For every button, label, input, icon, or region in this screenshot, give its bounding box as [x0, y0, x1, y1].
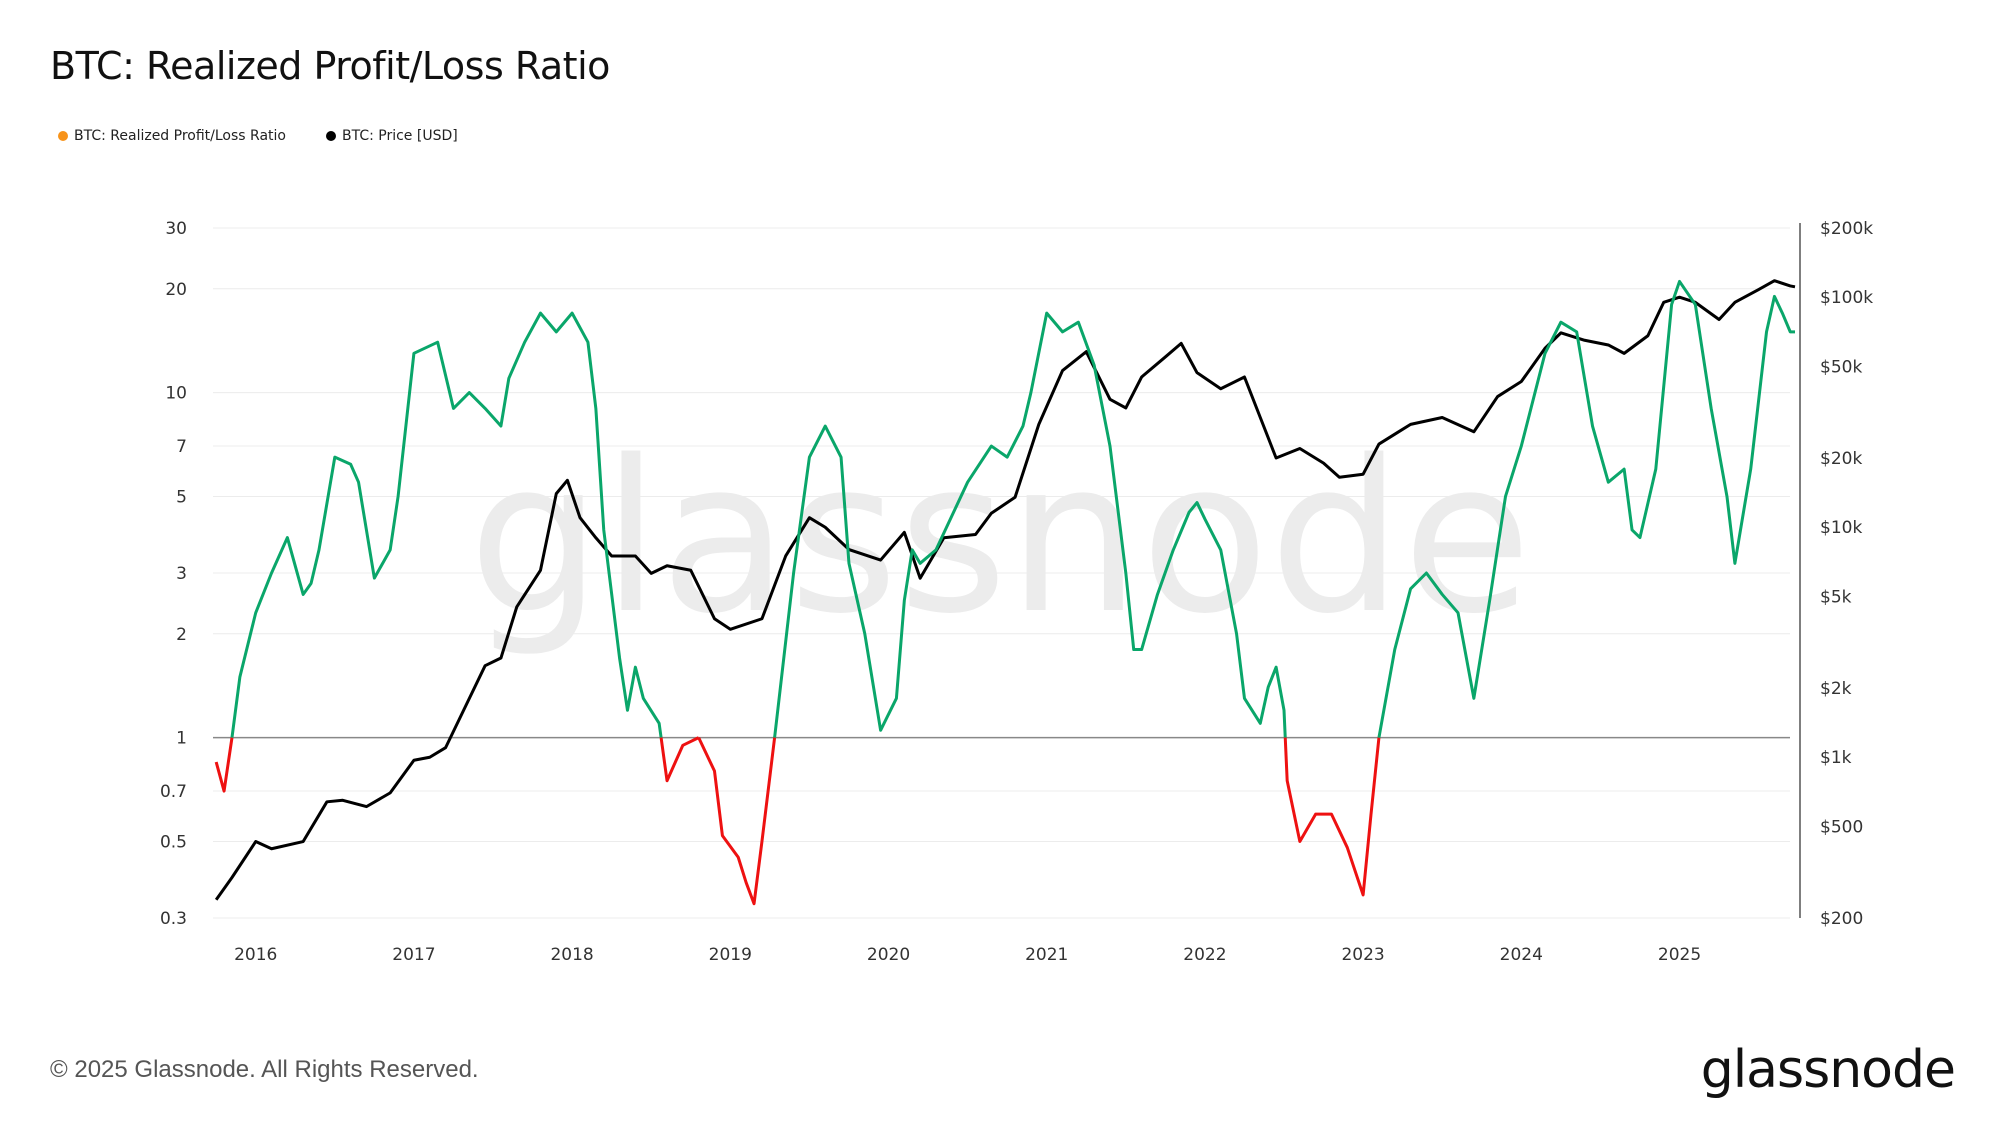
legend-dot-ratio: [58, 131, 68, 141]
x-tick-label: 2025: [1658, 945, 1701, 965]
legend-label-price: BTC: Price [USD]: [341, 128, 458, 144]
y-right-tick-label: $200: [1820, 909, 1863, 929]
legend-item-price[interactable]: BTC: Price [USD]: [325, 128, 458, 144]
ratio-line-loss-segment: [1283, 737, 1381, 897]
y-right-tick-label: $20k: [1820, 449, 1862, 469]
y-left-tick-label: 0.5: [160, 832, 187, 852]
ratio-line-loss-segment: [697, 736, 777, 906]
x-tick-label: 2018: [550, 945, 593, 965]
legend-item-ratio[interactable]: BTC: Realized Profit/Loss Ratio: [58, 128, 286, 144]
ratio-line-loss-segment: [659, 736, 700, 783]
ratio-line-profit-segment: [1377, 279, 1795, 738]
x-tick-label: 2017: [392, 945, 435, 965]
y-left-tick-label: 3: [176, 564, 187, 584]
y-left-tick-label: 1: [176, 729, 187, 749]
y-right-tick-label: $200k: [1820, 219, 1873, 239]
gridlines: [213, 223, 1801, 919]
y-right-tick-label: $2k: [1820, 679, 1852, 699]
x-tick-label: 2020: [867, 945, 910, 965]
y-left-tick-label: 30: [165, 219, 187, 239]
y-left-tick-label: 7: [176, 437, 187, 457]
ratio-line-profit-segment: [773, 311, 1287, 738]
x-tick-label: 2023: [1341, 945, 1384, 965]
y-left-tick-label: 2: [176, 625, 187, 645]
y-left-tick-label: 5: [176, 487, 187, 507]
y-left-tick-label: 0.3: [160, 909, 187, 929]
y-left-tick-label: 10: [165, 384, 187, 404]
y-right-tick-label: $10k: [1820, 518, 1862, 538]
x-tick-label: 2019: [709, 945, 752, 965]
copyright: © 2025 Glassnode. All Rights Reserved.: [50, 1056, 479, 1083]
x-tick-label: 2021: [1025, 945, 1068, 965]
legend-label-ratio: BTC: Realized Profit/Loss Ratio: [74, 128, 286, 144]
y-right-tick-label: $50k: [1820, 357, 1862, 377]
y-left-tick-label: 0.7: [160, 782, 187, 802]
y-right-tick-label: $500: [1820, 817, 1863, 837]
chart-title: BTC: Realized Profit/Loss Ratio: [50, 44, 610, 88]
x-tick-label: 2016: [234, 945, 277, 965]
y-right-tick-label: $100k: [1820, 288, 1873, 308]
watermark: glassnode: [468, 415, 1531, 660]
legend-dot-price: [325, 131, 336, 141]
y-right-tick-label: $1k: [1820, 748, 1852, 768]
ratio-line-loss-segment: [214, 737, 234, 793]
price-line: [214, 279, 1796, 901]
y-right-tick-label: $5k: [1820, 587, 1852, 607]
y-left-tick-label: 20: [165, 280, 187, 300]
x-tick-label: 2024: [1500, 945, 1543, 965]
legend: BTC: Realized Profit/Loss Ratio BTC: Pri…: [58, 128, 458, 144]
tick-labels: 30 20 10 7 5 3 2 1 0.7 0.5 0.3 $200k $100k $50k $20k $1…: [160, 219, 1873, 965]
x-tick-label: 2022: [1183, 945, 1226, 965]
glassnode-logo: glassnode: [1700, 1040, 1956, 1100]
ratio-line-profit-segment: [230, 311, 663, 738]
series-lines: [214, 279, 1796, 906]
